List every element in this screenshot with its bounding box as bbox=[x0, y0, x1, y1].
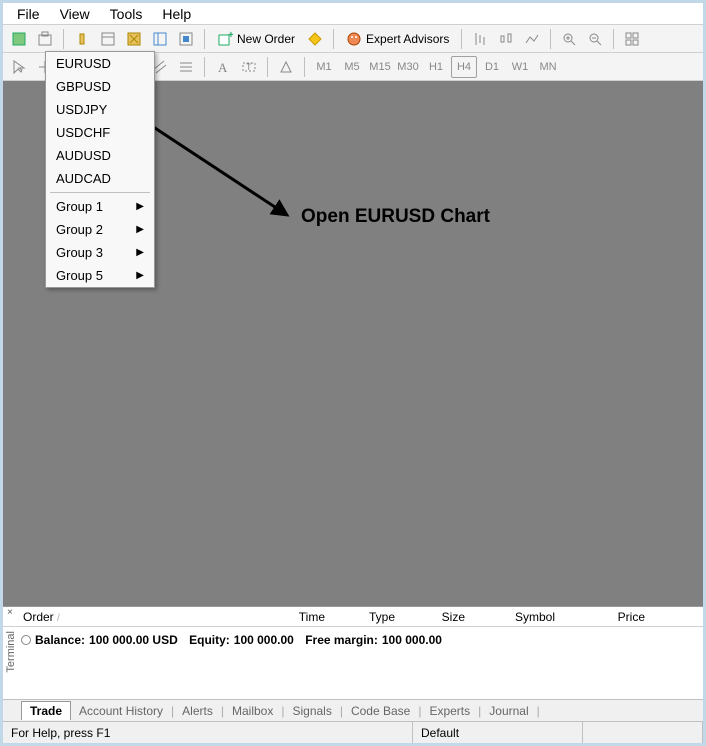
zoom-in-button[interactable] bbox=[557, 27, 581, 51]
menu-view[interactable]: View bbox=[50, 3, 100, 25]
tf-mn[interactable]: MN bbox=[535, 56, 561, 78]
dd-audusd[interactable]: AUDUSD bbox=[46, 144, 154, 167]
dd-audcad[interactable]: AUDCAD bbox=[46, 167, 154, 190]
tile-windows-button[interactable] bbox=[620, 27, 644, 51]
balance-label: Balance: bbox=[35, 633, 85, 647]
col-symbol[interactable]: Symbol bbox=[469, 610, 559, 624]
dd-group1[interactable]: Group 1▶ bbox=[46, 195, 154, 218]
svg-text:+: + bbox=[228, 31, 233, 41]
terminal-tabs: Trade Account History| Alerts| Mailbox| … bbox=[3, 699, 703, 721]
tab-mailbox[interactable]: Mailbox bbox=[224, 702, 281, 720]
terminal-header: Order / Time Type Size Symbol Price bbox=[3, 607, 703, 627]
tf-d1[interactable]: D1 bbox=[479, 56, 505, 78]
menu-file[interactable]: File bbox=[7, 3, 50, 25]
tf-w1[interactable]: W1 bbox=[507, 56, 533, 78]
timeframe-group: M1 M5 M15 M30 H1 H4 D1 W1 MN bbox=[311, 56, 561, 78]
dd-group3[interactable]: Group 3▶ bbox=[46, 241, 154, 264]
menu-tools[interactable]: Tools bbox=[100, 3, 153, 25]
tf-h4[interactable]: H4 bbox=[451, 56, 477, 78]
tab-signals[interactable]: Signals bbox=[284, 702, 339, 720]
col-time[interactable]: Time bbox=[239, 610, 329, 624]
new-order-button[interactable]: + New Order bbox=[211, 27, 301, 51]
dropdown-separator bbox=[50, 192, 150, 193]
tab-account-history[interactable]: Account History bbox=[71, 702, 171, 720]
shapes-button[interactable] bbox=[274, 55, 298, 79]
new-chart-button[interactable] bbox=[7, 27, 31, 51]
tf-m5[interactable]: M5 bbox=[339, 56, 365, 78]
navigator-button[interactable] bbox=[122, 27, 146, 51]
tab-alerts[interactable]: Alerts bbox=[174, 702, 221, 720]
tf-m30[interactable]: M30 bbox=[395, 56, 421, 78]
submenu-arrow-icon: ▶ bbox=[136, 201, 144, 212]
dd-group2[interactable]: Group 2▶ bbox=[46, 218, 154, 241]
expert-advisors-button[interactable]: Expert Advisors bbox=[340, 27, 455, 51]
col-type[interactable]: Type bbox=[329, 610, 399, 624]
statusbar-profile: Default bbox=[413, 722, 583, 743]
statusbar-connection bbox=[583, 722, 703, 743]
tab-journal[interactable]: Journal bbox=[481, 702, 536, 720]
toolbar-main: + New Order Expert Advisors bbox=[3, 25, 703, 53]
profiles-button[interactable] bbox=[33, 27, 57, 51]
submenu-arrow-icon: ▶ bbox=[136, 247, 144, 258]
text-button[interactable]: A bbox=[211, 55, 235, 79]
menu-help[interactable]: Help bbox=[152, 3, 201, 25]
col-order[interactable]: Order / bbox=[19, 610, 239, 624]
terminal-panel-label: Terminal bbox=[5, 631, 17, 673]
statusbar-help: For Help, press F1 bbox=[3, 722, 413, 743]
dd-eurusd[interactable]: EURUSD bbox=[46, 52, 154, 75]
statusbar: For Help, press F1 Default bbox=[3, 721, 703, 743]
col-size[interactable]: Size bbox=[399, 610, 469, 624]
balance-row: Balance: 100 000.00 USD Equity: 100 000.… bbox=[21, 631, 699, 649]
tab-trade[interactable]: Trade bbox=[21, 701, 71, 720]
free-margin-label: Free margin: bbox=[305, 633, 378, 647]
strategy-tester-button[interactable] bbox=[174, 27, 198, 51]
line-chart-button[interactable] bbox=[520, 27, 544, 51]
submenu-arrow-icon: ▶ bbox=[136, 224, 144, 235]
terminal-body: Balance: 100 000.00 USD Equity: 100 000.… bbox=[3, 627, 703, 699]
bar-chart-button[interactable] bbox=[468, 27, 492, 51]
tf-h1[interactable]: H1 bbox=[423, 56, 449, 78]
col-price[interactable]: Price bbox=[559, 610, 649, 624]
svg-text:A: A bbox=[218, 60, 228, 75]
balance-value: 100 000.00 USD bbox=[89, 633, 178, 647]
free-margin-value: 100 000.00 bbox=[382, 633, 442, 647]
submenu-arrow-icon: ▶ bbox=[136, 270, 144, 281]
fibonacci-button[interactable] bbox=[174, 55, 198, 79]
data-window-button[interactable] bbox=[96, 27, 120, 51]
symbol-dropdown: EURUSD GBPUSD USDJPY USDCHF AUDUSD AUDCA… bbox=[45, 51, 155, 288]
tab-experts[interactable]: Experts bbox=[421, 702, 478, 720]
dd-gbpusd[interactable]: GBPUSD bbox=[46, 75, 154, 98]
dd-usdchf[interactable]: USDCHF bbox=[46, 121, 154, 144]
dd-usdjpy[interactable]: USDJPY bbox=[46, 98, 154, 121]
terminal-panel: × Terminal Order / Time Type Size Symbol… bbox=[3, 606, 703, 721]
cursor-button[interactable] bbox=[7, 55, 31, 79]
annotation-text: Open EURUSD Chart bbox=[301, 206, 490, 228]
metaeditor-button[interactable] bbox=[303, 27, 327, 51]
expert-advisors-label: Expert Advisors bbox=[366, 32, 449, 46]
zoom-out-button[interactable] bbox=[583, 27, 607, 51]
tf-m1[interactable]: M1 bbox=[311, 56, 337, 78]
candlestick-button[interactable] bbox=[494, 27, 518, 51]
menubar: File View Tools Help bbox=[3, 3, 703, 25]
market-watch-button[interactable] bbox=[70, 27, 94, 51]
dd-group5[interactable]: Group 5▶ bbox=[46, 264, 154, 287]
text-label-button[interactable]: T bbox=[237, 55, 261, 79]
equity-label: Equity: bbox=[189, 633, 230, 647]
terminal-button[interactable] bbox=[148, 27, 172, 51]
tab-code-base[interactable]: Code Base bbox=[343, 702, 418, 720]
terminal-close-icon[interactable]: × bbox=[7, 607, 13, 618]
new-order-label: New Order bbox=[237, 32, 295, 46]
tf-m15[interactable]: M15 bbox=[367, 56, 393, 78]
svg-text:T: T bbox=[246, 62, 252, 72]
row-indicator-icon bbox=[21, 635, 31, 645]
equity-value: 100 000.00 bbox=[234, 633, 294, 647]
